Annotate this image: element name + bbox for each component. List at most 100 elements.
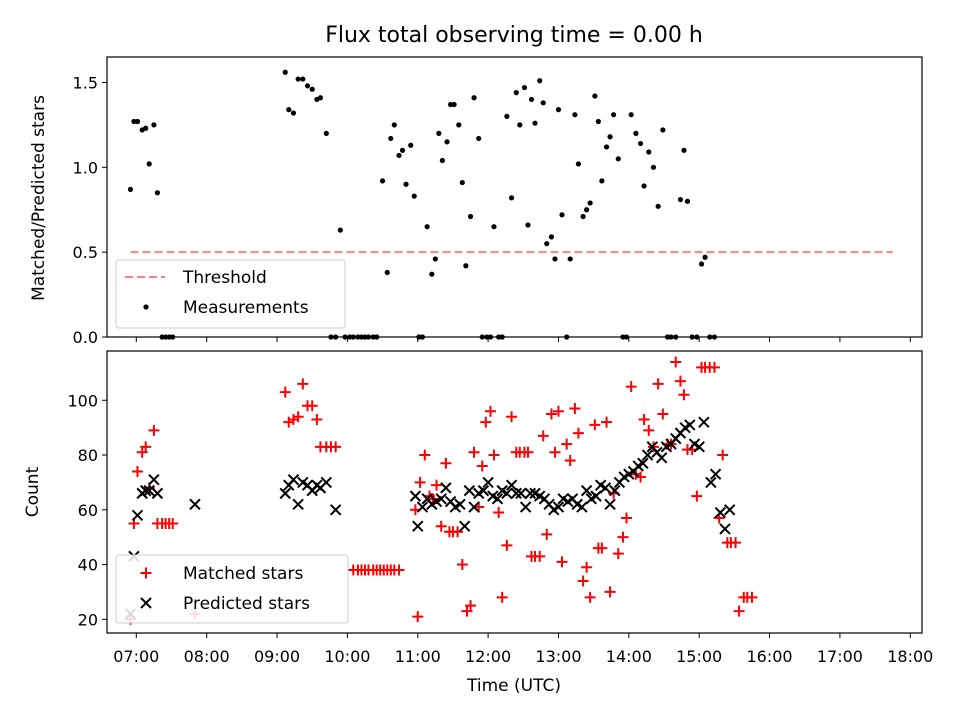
predicted-star-mark — [655, 452, 668, 464]
matched-star-point — [577, 575, 589, 587]
matched-star-mark — [465, 600, 477, 612]
measurement-point — [388, 135, 394, 142]
predicted-star-point — [482, 476, 494, 489]
matched-star-point — [635, 471, 647, 483]
predicted-star-mark — [637, 457, 649, 469]
measurement-point — [599, 178, 605, 184]
x-tick-label: 07:00 — [113, 647, 159, 666]
matched-star-mark — [148, 424, 160, 436]
predicted-star-mark — [454, 498, 466, 511]
predicted-star-mark — [684, 419, 696, 431]
matched-star-point — [484, 405, 496, 417]
matched-star-mark — [638, 413, 650, 425]
top-y-axis-label: Matched/Predicted stars — [29, 95, 49, 301]
predicted-star-point — [580, 484, 593, 497]
matched-star-point — [643, 424, 655, 436]
matched-star-point — [691, 490, 703, 502]
matched-star-point — [708, 361, 720, 373]
predicted-star-point — [329, 504, 342, 516]
measurement-point — [575, 161, 582, 167]
matched-star-point — [545, 408, 557, 420]
measurement-point — [584, 207, 590, 213]
matched-star-mark — [691, 490, 703, 502]
predicted-star-mark — [409, 490, 422, 502]
measurement-point — [677, 196, 684, 203]
predicted-star-point — [576, 501, 588, 513]
predicted-star-mark — [287, 473, 300, 486]
measurement-point — [309, 86, 315, 92]
predicted-star-mark — [552, 501, 565, 513]
matched-star-point — [652, 378, 664, 390]
matched-star-point — [488, 449, 500, 461]
matched-star-point — [569, 402, 581, 414]
matched-star-point — [584, 591, 596, 603]
predicted-star-point — [292, 498, 304, 511]
matched-star-mark — [572, 427, 584, 439]
matched-star-point — [522, 446, 534, 458]
predicted-star-mark — [320, 476, 332, 489]
measurement-point — [436, 130, 442, 136]
measurement-point — [548, 234, 555, 240]
matched-star-mark — [456, 559, 468, 571]
matched-star-point — [549, 446, 561, 458]
predicted-star-mark — [515, 487, 527, 500]
matched-star-mark — [670, 356, 682, 368]
predicted-star-mark — [329, 504, 342, 516]
predicted-star-point — [491, 493, 504, 505]
matched-star-point — [330, 441, 342, 453]
x-tick-label: 15:00 — [676, 647, 722, 666]
predicted-star-point — [458, 520, 471, 532]
matched-star-point — [730, 537, 742, 549]
matched-star-mark — [131, 465, 143, 477]
legend-matched-label: Matched stars — [183, 564, 303, 584]
matched-star-mark — [412, 611, 424, 623]
top-plot-frame — [106, 56, 923, 338]
matched-star-point — [625, 381, 637, 393]
predicted-star-mark — [435, 493, 447, 505]
legend-predicted-swatch — [140, 597, 152, 609]
measurement-point — [555, 107, 562, 113]
matched-star-point — [148, 424, 160, 436]
predicted-star-mark — [641, 449, 654, 461]
matched-star-mark — [419, 449, 431, 461]
matched-star-mark — [733, 605, 745, 617]
top-legend: Threshold Measurements — [115, 259, 346, 329]
predicted-star-mark — [709, 468, 722, 480]
predicted-star-point — [189, 498, 201, 511]
matched-star-point — [657, 408, 669, 420]
bottom-panel: 20 40 60 80 100 07:00 08:00 09:00 10:00 11:00 12:0… — [67, 350, 933, 666]
measurement-point — [528, 96, 535, 103]
measurement-point — [290, 110, 297, 116]
matched-star-mark — [297, 378, 309, 390]
measurement-point — [607, 134, 613, 140]
matched-star-mark — [596, 542, 608, 554]
legend-measurement-swatch — [143, 304, 149, 310]
measurement-point — [337, 227, 343, 233]
top-panel: 0.0 0.5 1.0 1.5 Threshold Measurements — [73, 56, 923, 347]
measurement-point — [684, 198, 691, 204]
matched-star-mark — [522, 446, 534, 458]
matched-star-mark — [643, 424, 655, 436]
measurement-point — [282, 69, 288, 75]
measurement-point — [646, 149, 652, 155]
measurement-point — [610, 112, 617, 118]
predicted-star-mark — [458, 520, 471, 532]
predicted-star-mark — [714, 506, 727, 519]
measurement-point — [615, 156, 621, 162]
predicted-star-point — [655, 452, 668, 464]
predicted-star-mark — [705, 476, 717, 489]
bottom-y-tick-label: 100 — [67, 391, 98, 410]
legend-measurement-label: Measurements — [183, 298, 309, 318]
matched-star-point — [596, 542, 608, 554]
measurement-point — [544, 241, 550, 247]
legend-threshold-label: Threshold — [182, 268, 267, 288]
measurement-point — [471, 95, 477, 101]
matched-star-point — [452, 526, 464, 538]
matched-star-mark — [431, 479, 443, 491]
predicted-star-mark — [580, 484, 593, 497]
measurement-point — [391, 122, 397, 128]
matched-star-point — [297, 378, 309, 390]
matched-star-mark — [552, 405, 564, 417]
measurement-point — [603, 144, 610, 150]
matched-star-point — [674, 375, 686, 387]
